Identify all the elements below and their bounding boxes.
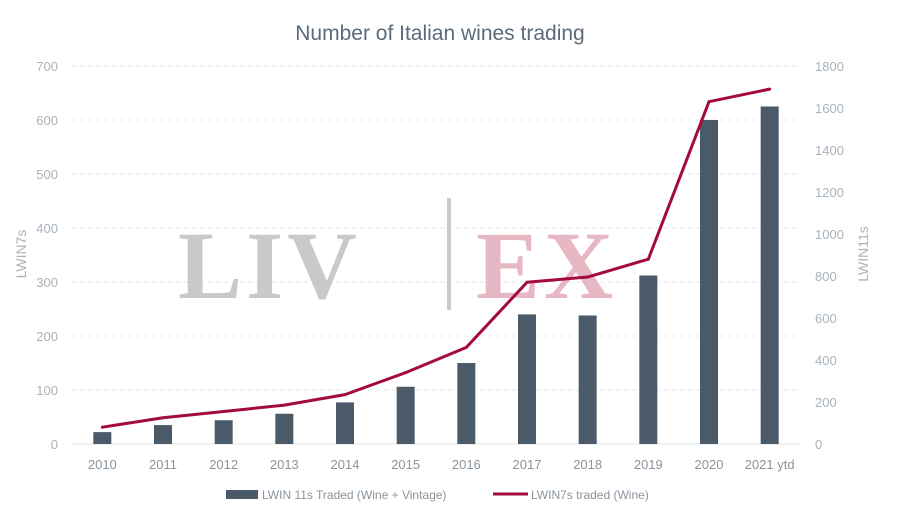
y-right-tick-label: 200 bbox=[815, 395, 837, 410]
line-path bbox=[102, 87, 770, 429]
legend-swatch-bars bbox=[226, 490, 258, 499]
bar bbox=[154, 425, 172, 444]
x-tick-label: 2010 bbox=[88, 457, 117, 472]
y-left-tick-label: 700 bbox=[36, 59, 58, 74]
y-left-tick-label: 400 bbox=[36, 221, 58, 236]
x-tick-label: 2020 bbox=[695, 457, 724, 472]
y-right-tick-label: 1400 bbox=[815, 143, 844, 158]
line-point bbox=[404, 371, 408, 375]
line-series bbox=[100, 87, 772, 429]
bar bbox=[760, 106, 779, 444]
y-right-tick-label: 0 bbox=[815, 437, 822, 452]
y-left-tick-label: 0 bbox=[51, 437, 58, 452]
line-point bbox=[768, 87, 772, 91]
x-tick-label: 2021 ytd bbox=[745, 457, 795, 472]
y-axis-right-label: LWIN11s bbox=[855, 226, 871, 282]
bar bbox=[336, 402, 354, 444]
bar-series bbox=[93, 106, 779, 444]
y-left-tick-label: 500 bbox=[36, 167, 58, 182]
x-tick-label: 2017 bbox=[513, 457, 542, 472]
watermark-liv: LIV bbox=[178, 212, 361, 319]
y-right-tick-label: 1600 bbox=[815, 101, 844, 116]
y-axis-right-ticks: 0 200 400 600 800 1000 1200 1400 1600 1800 bbox=[815, 59, 844, 452]
gridlines bbox=[72, 65, 800, 445]
line-point bbox=[100, 425, 104, 429]
y-right-tick-label: 800 bbox=[815, 269, 837, 284]
bar bbox=[518, 314, 536, 444]
x-tick-label: 2011 bbox=[149, 457, 177, 472]
x-tick-label: 2014 bbox=[331, 457, 360, 472]
line-point bbox=[525, 280, 529, 284]
y-axis-left-ticks: 0 100 200 300 400 500 600 700 bbox=[36, 59, 58, 452]
y-axis-left-label: LWIN7s bbox=[13, 230, 29, 279]
x-tick-label: 2013 bbox=[270, 457, 299, 472]
legend-label-bars: LWIN 11s Traded (Wine + Vintage) bbox=[262, 488, 446, 502]
x-tick-label: 2016 bbox=[452, 457, 481, 472]
legend: LWIN 11s Traded (Wine + Vintage) LWIN7s … bbox=[226, 488, 649, 502]
y-right-tick-label: 1200 bbox=[815, 185, 844, 200]
line-point bbox=[586, 275, 590, 279]
watermark-divider bbox=[447, 198, 451, 310]
bar bbox=[457, 363, 476, 444]
line-point bbox=[161, 416, 165, 420]
line-point bbox=[646, 257, 650, 261]
y-left-tick-label: 200 bbox=[36, 329, 58, 344]
chart-title: Number of Italian wines trading bbox=[295, 22, 584, 45]
x-tick-label: 2012 bbox=[209, 457, 238, 472]
y-left-tick-label: 100 bbox=[36, 383, 58, 398]
bar bbox=[639, 275, 658, 444]
x-tick-label: 2015 bbox=[391, 457, 420, 472]
x-tick-label: 2019 bbox=[634, 457, 663, 472]
x-axis-ticks: 2010 2011 2012 2013 2014 2015 2016 2017 2018 2019… bbox=[88, 457, 795, 472]
legend-label-line: LWIN7s traded (Wine) bbox=[531, 488, 649, 502]
y-right-tick-label: 1800 bbox=[815, 59, 844, 74]
watermark-ex: EX bbox=[476, 212, 617, 319]
y-right-tick-label: 600 bbox=[815, 311, 837, 326]
bar bbox=[93, 432, 112, 444]
line-point bbox=[222, 409, 226, 413]
x-tick-label: 2018 bbox=[573, 457, 602, 472]
bar bbox=[700, 120, 718, 444]
line-point bbox=[707, 100, 711, 104]
line-point bbox=[282, 403, 286, 407]
y-right-tick-label: 400 bbox=[815, 353, 837, 368]
bar bbox=[396, 386, 415, 444]
y-left-tick-label: 300 bbox=[36, 275, 58, 290]
bar bbox=[578, 315, 597, 444]
bar bbox=[214, 420, 233, 444]
watermark: LIV EX bbox=[178, 198, 617, 319]
y-left-tick-label: 600 bbox=[36, 113, 58, 128]
y-right-tick-label: 1000 bbox=[815, 227, 844, 242]
bar bbox=[275, 413, 294, 444]
line-point bbox=[343, 393, 347, 397]
line-point bbox=[464, 345, 468, 349]
